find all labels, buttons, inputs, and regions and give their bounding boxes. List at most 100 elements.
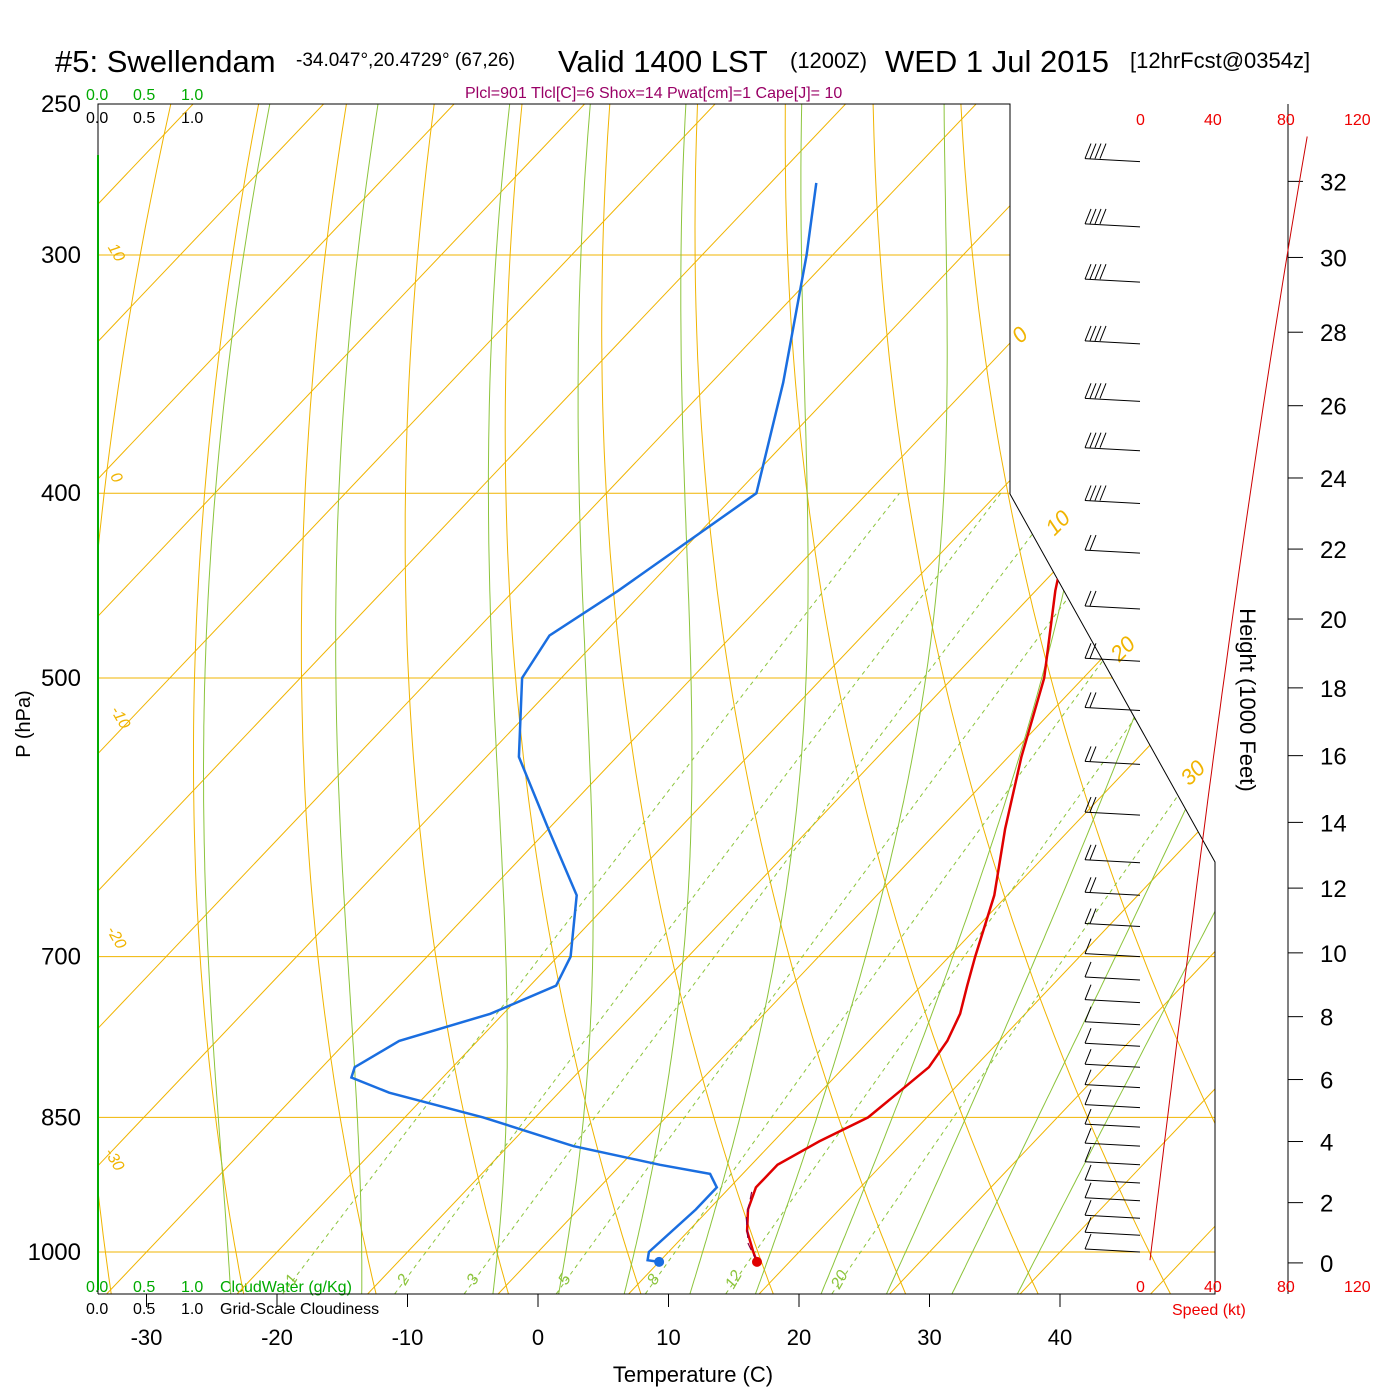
mixing-ratio-label: 5 <box>555 1272 574 1288</box>
p-tick-label: 1000 <box>28 1239 81 1266</box>
stability-params: Plcl=901 Tlcl[C]=6 Shox=14 Pwat[cm]=1 Ca… <box>465 85 842 102</box>
height-tick-label: 28 <box>1320 320 1347 347</box>
isotherm-label: 30 <box>1175 755 1211 791</box>
mixing-ratio-line <box>389 492 1002 1294</box>
mixing-ratio-label: 20 <box>828 1268 852 1293</box>
background-lines <box>98 70 1400 1300</box>
wind-barb <box>1084 999 1141 1004</box>
wind-barb-flag <box>1089 432 1097 448</box>
wind-barb-flag <box>1084 263 1092 280</box>
wind-barb <box>1084 1248 1141 1253</box>
dry-adiabat <box>300 104 379 1294</box>
wind-barb-flag <box>1094 325 1102 342</box>
mixing-ratio-label: 12 <box>722 1268 746 1292</box>
surface-dew-marker <box>654 1256 665 1267</box>
moist-adiabat <box>622 104 693 1294</box>
p-tick-label: 300 <box>41 242 81 269</box>
speed-bot-2: 80 <box>1277 1279 1295 1296</box>
x-tick-label: 40 <box>1048 1325 1072 1350</box>
moist-adiabat <box>335 104 384 1294</box>
wind-barb <box>1084 1021 1141 1026</box>
cloudiness-label: Grid-Scale Cloudiness <box>220 1301 379 1318</box>
wind-barb-flag <box>1094 432 1102 448</box>
wind-barb <box>1084 500 1141 504</box>
wind-barb-flag <box>1089 534 1097 551</box>
speed-axis-bottom: 0 40 80 120 Speed (kt) <box>1136 1279 1371 1319</box>
wind-barb-flag <box>1089 208 1097 225</box>
forecast-info: [12hrFcst@0354z] <box>1130 48 1310 73</box>
wind-barb-flag <box>1084 1089 1092 1105</box>
wind-barb <box>1084 605 1141 610</box>
wind-barb <box>1084 976 1141 981</box>
cloudwater-label: CloudWater (g/Kg) <box>220 1279 352 1296</box>
wind-barb-flag <box>1084 1182 1092 1198</box>
wind-barb-flag <box>1084 908 1092 924</box>
dry-adiabat-label: -30 <box>101 1145 127 1174</box>
wind-barb-flag <box>1089 844 1097 860</box>
wind-speed-curve <box>1149 136 1308 1261</box>
x-tick-label: 20 <box>787 1325 811 1350</box>
wind-barb <box>1084 278 1141 283</box>
cloud-top-green-1: 0.5 <box>133 87 155 104</box>
dewpoint-profile <box>349 182 818 1264</box>
wind-barb <box>1084 158 1141 163</box>
speed-top-1: 40 <box>1204 112 1222 129</box>
height-tick-label: 18 <box>1320 676 1347 703</box>
height-tick-label: 4 <box>1320 1130 1333 1157</box>
height-axis-title: Height (1000 Feet) <box>1235 608 1260 791</box>
isotherm <box>98 104 618 1294</box>
wind-barb-flag <box>1084 143 1092 159</box>
cloud-bot-green-2: 1.0 <box>181 1279 203 1296</box>
wind-barb <box>1084 1197 1141 1202</box>
station-title: #5: Swellendam <box>55 44 276 79</box>
x-tick-label: 30 <box>917 1325 941 1350</box>
cloud-bot-black-0: 0.0 <box>86 1301 108 1318</box>
dry-adiabat-label: 0 <box>106 470 125 486</box>
parcel-path <box>745 1191 758 1263</box>
wind-barb-flag <box>1099 432 1107 448</box>
p-tick-label: 250 <box>41 91 81 118</box>
wind-barb <box>1084 1042 1141 1047</box>
wind-barb-flag <box>1084 746 1092 762</box>
cloud-top-black-0: 0.0 <box>86 110 108 127</box>
wind-barb-flag <box>1084 432 1092 448</box>
p-tick-label: 500 <box>41 665 81 692</box>
valid-time: Valid 1400 LST <box>558 44 768 79</box>
wind-barb-flag <box>1084 643 1092 659</box>
isotherm-label: 0 <box>1007 321 1034 348</box>
wind-barb <box>1084 1231 1141 1236</box>
wind-barb-flag <box>1094 263 1102 280</box>
dry-adiabat <box>1393 70 1400 1300</box>
cloud-scale-top: 0.0 0.5 1.0 0.0 0.5 1.0 <box>86 87 203 127</box>
height-tick-label: 8 <box>1320 1005 1333 1032</box>
dry-adiabat <box>872 104 1175 1294</box>
wind-barb-flag <box>1094 143 1102 159</box>
surface-temp-marker <box>751 1256 762 1267</box>
wind-barb <box>1084 811 1141 816</box>
wind-barb-flag <box>1089 485 1097 501</box>
wind-barb <box>1084 859 1141 864</box>
height-tick-label: 22 <box>1320 537 1347 564</box>
wind-barb-flag <box>1089 877 1097 893</box>
wind-barb-flag <box>1089 746 1097 762</box>
wind-barb-flag <box>1089 643 1097 659</box>
x-tick-label: -20 <box>261 1325 293 1350</box>
moist-adiabat <box>556 104 594 1294</box>
x-tick-label: -30 <box>131 1325 163 1350</box>
wind-barb-flag <box>1084 1200 1092 1216</box>
mixing-ratio-line <box>459 492 1064 1294</box>
wind-barb <box>1084 1214 1141 1219</box>
dry-adiabat <box>504 104 644 1294</box>
dry-adiabat <box>193 104 266 1294</box>
wind-barb <box>1084 1179 1141 1184</box>
height-tick-label: 30 <box>1320 246 1347 273</box>
cloud-top-green-2: 1.0 <box>181 87 203 104</box>
dry-adiabat <box>694 104 909 1294</box>
p-tick-label: 400 <box>41 480 81 507</box>
mixing-ratio-line <box>640 492 1215 1294</box>
moist-adiabat <box>1013 104 1215 1294</box>
dry-adiabat <box>98 104 179 1294</box>
wind-barb-flag <box>1099 208 1107 225</box>
wind-barb <box>1084 706 1141 711</box>
